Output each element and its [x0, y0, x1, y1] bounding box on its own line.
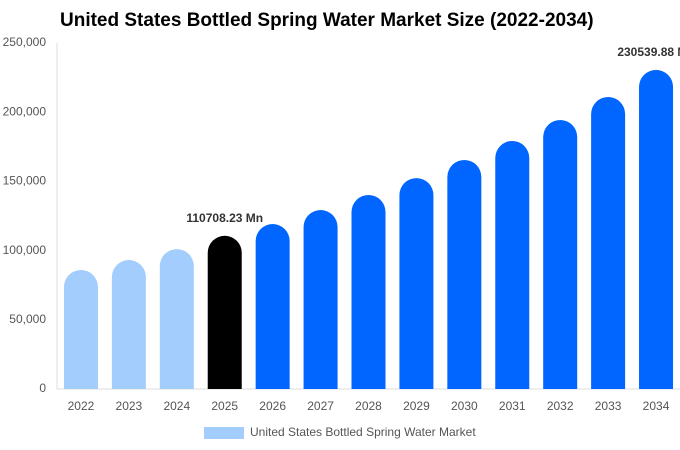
- y-tick-label: 50,000: [9, 312, 46, 326]
- bar: [639, 69, 674, 390]
- bar: [543, 119, 578, 389]
- data-label: 110708.23 Mn: [186, 211, 263, 225]
- x-tick-label: 2027: [307, 399, 334, 413]
- bar: [63, 269, 98, 389]
- bar: [447, 159, 482, 389]
- x-tick-label: 2029: [403, 399, 430, 413]
- x-tick-label: 2034: [643, 399, 670, 413]
- y-tick-label: 100,000: [3, 243, 47, 257]
- x-tick-label: 2022: [68, 399, 95, 413]
- x-tick-label: 2032: [547, 399, 574, 413]
- x-tick-label: 2026: [259, 399, 286, 413]
- y-tick-label: 250,000: [3, 35, 47, 49]
- bar: [255, 224, 290, 389]
- x-tick-label: 2033: [595, 399, 622, 413]
- bar: [351, 194, 386, 389]
- y-tick-label: 150,000: [3, 174, 47, 188]
- legend-label: United States Bottled Spring Water Marke…: [250, 425, 476, 439]
- bar: [159, 249, 194, 389]
- x-tick-label: 2031: [499, 399, 526, 413]
- x-tick-label: 2023: [116, 399, 143, 413]
- bar: [207, 235, 242, 389]
- x-tick-label: 2028: [355, 399, 382, 413]
- chart-title: United States Bottled Spring Water Marke…: [60, 10, 594, 31]
- data-label: 230539.88 Mn: [617, 45, 680, 59]
- x-tick-label: 2025: [211, 399, 238, 413]
- x-tick-label: 2024: [163, 399, 190, 413]
- bar: [495, 140, 530, 389]
- bar: [591, 96, 626, 389]
- y-tick-label: 0: [39, 381, 46, 395]
- bar: [111, 260, 146, 389]
- bar: [399, 178, 434, 389]
- bar: [303, 210, 338, 389]
- y-tick-label: 200,000: [3, 104, 47, 118]
- x-tick-label: 2030: [451, 399, 478, 413]
- legend-swatch: [204, 427, 244, 439]
